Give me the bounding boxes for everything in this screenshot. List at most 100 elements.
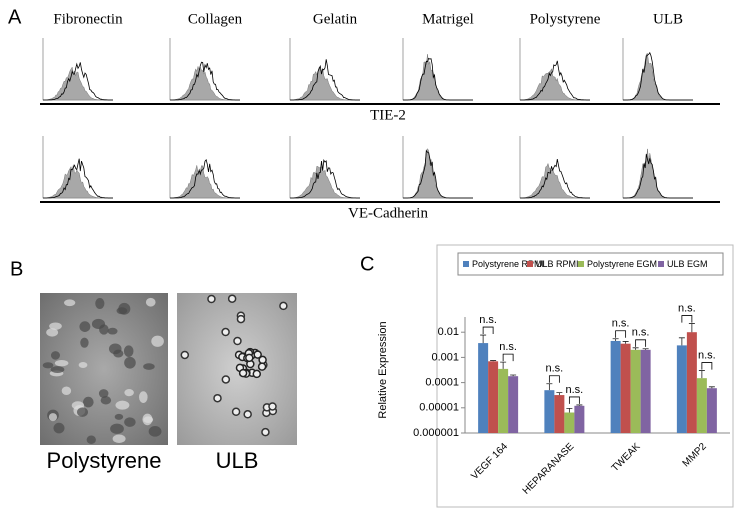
error-bar	[688, 323, 695, 333]
error-bar	[678, 337, 685, 346]
cell	[221, 375, 231, 384]
bar	[488, 361, 499, 433]
annotation: n.s.	[546, 363, 564, 375]
y-tick-label: 0.0001	[425, 377, 459, 389]
cell	[258, 355, 267, 365]
histogram-outline	[623, 153, 693, 199]
cell	[86, 435, 96, 444]
annotation: n.s.	[566, 384, 584, 396]
bar	[554, 395, 565, 433]
x-tick-label: VEGF 164	[469, 441, 510, 482]
cell	[123, 345, 134, 357]
histogram-fill	[519, 162, 590, 199]
cell	[124, 389, 134, 397]
histogram-fill	[42, 66, 113, 101]
histogram-outline	[170, 61, 240, 101]
histogram-outline	[290, 59, 360, 101]
cell	[124, 417, 136, 427]
bracket	[615, 330, 627, 338]
bar	[706, 388, 717, 433]
bar	[498, 368, 509, 433]
column-label: Collagen	[188, 11, 243, 27]
histogram-fill	[403, 54, 473, 101]
cell	[110, 423, 124, 434]
histogram-outline	[290, 159, 360, 199]
y-tick-label: 0.01	[438, 326, 459, 338]
annotation: n.s.	[678, 302, 696, 314]
cell	[145, 297, 156, 307]
error-bar	[510, 374, 517, 377]
cell	[253, 350, 262, 359]
cell	[115, 400, 130, 410]
histogram-fill	[289, 66, 360, 101]
legend-swatch	[658, 261, 664, 267]
error-bar	[612, 338, 619, 341]
histogram-outline	[403, 149, 473, 199]
bar	[544, 390, 555, 433]
column-label: ULB	[653, 11, 683, 27]
error-bar	[480, 334, 487, 344]
cell	[236, 314, 246, 324]
column-label: Polystyrene	[530, 11, 601, 27]
x-tick-label: TWEAK	[610, 441, 643, 474]
cell	[99, 324, 109, 335]
annotation: n.s.	[479, 314, 497, 326]
bar	[640, 349, 651, 433]
cell	[139, 391, 148, 403]
cell	[124, 356, 136, 369]
histogram-outline	[170, 158, 240, 199]
bar	[630, 349, 641, 433]
bracket	[681, 315, 693, 323]
bar	[676, 345, 687, 433]
legend-box	[457, 252, 724, 276]
cell	[50, 366, 65, 373]
histogram-fill	[519, 67, 590, 101]
cell	[143, 363, 155, 370]
error-bar	[490, 360, 497, 362]
histogram-axis	[402, 136, 473, 199]
cell	[53, 422, 65, 434]
legend-swatch	[527, 261, 533, 267]
cell	[148, 426, 162, 437]
histogram-outline	[520, 159, 590, 199]
cell	[118, 302, 131, 315]
cell	[95, 298, 105, 310]
cell	[142, 413, 153, 426]
column-label: Gelatin	[313, 11, 358, 27]
y-tick-label: 0.00001	[419, 402, 459, 414]
cell	[98, 389, 109, 398]
cell	[80, 337, 89, 348]
histogram-fill	[289, 166, 360, 199]
bar	[574, 405, 585, 433]
bar	[508, 376, 519, 433]
panel-label: A	[8, 6, 22, 28]
cell	[238, 368, 248, 378]
annotation: n.s.	[499, 341, 517, 353]
legend-label: ULB RPMI	[536, 259, 579, 269]
error-bar	[500, 361, 507, 369]
histogram-outline	[43, 158, 113, 199]
y-tick-label: 0.001	[431, 351, 459, 363]
cell	[261, 427, 270, 437]
cell	[79, 321, 91, 332]
histogram-fill	[169, 165, 240, 199]
histogram-outline	[520, 60, 590, 101]
legend-label: ULB EGM	[667, 259, 708, 269]
histogram-fill	[42, 164, 113, 199]
annotation: n.s.	[632, 327, 650, 339]
error-bar	[576, 404, 583, 406]
bracket	[482, 326, 494, 335]
cell	[180, 350, 190, 360]
bracket	[635, 339, 647, 347]
cell	[61, 386, 72, 396]
annotation: n.s.	[698, 349, 716, 361]
error-bar	[556, 392, 563, 396]
error-bar	[546, 383, 553, 391]
cell	[107, 327, 118, 335]
cell	[252, 369, 262, 379]
cell	[48, 413, 58, 422]
cell	[46, 328, 59, 337]
cell	[221, 327, 230, 337]
histogram-outline	[623, 51, 693, 101]
